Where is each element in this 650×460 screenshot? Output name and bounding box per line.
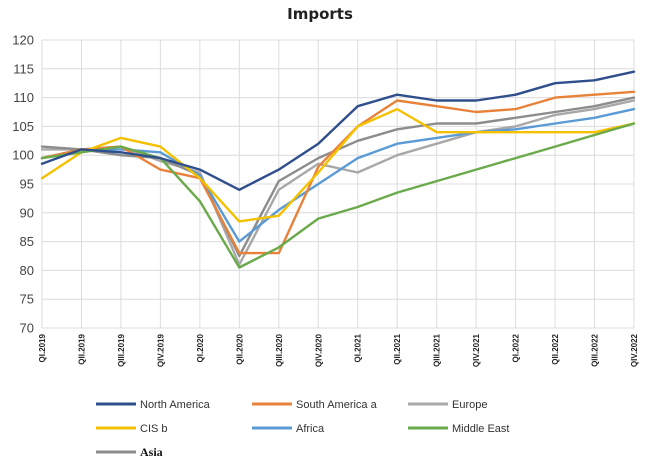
legend-label-north-america: North America <box>140 399 211 411</box>
x-tick-label: QII.2022 <box>551 333 560 364</box>
series-line-asia <box>40 96 636 258</box>
series-line-south-america-a <box>40 90 636 255</box>
x-tick-label: QI.2021 <box>354 333 363 362</box>
gridlines <box>41 39 635 329</box>
legend-label-europe: Europe <box>452 399 487 411</box>
legend-label-south-america-a: South America a <box>296 399 378 411</box>
x-tick-label: QIII.2019 <box>117 333 126 366</box>
x-axis: QI.2019 QII.2019 QIII.2019 QIV.2019 QI.2020 Q… <box>38 333 639 367</box>
legend-label-asia: Asia <box>140 445 163 459</box>
y-tick-label: 80 <box>20 263 34 278</box>
series-lines <box>40 70 636 269</box>
legend-label-africa: Africa <box>296 423 325 435</box>
y-tick-label: 100 <box>12 148 34 163</box>
y-tick-label: 75 <box>20 292 34 307</box>
x-tick-label: QIV.2022 <box>630 333 639 367</box>
y-tick-label: 110 <box>13 90 34 105</box>
y-tick-label: 90 <box>20 205 34 220</box>
series-line-africa <box>40 107 636 243</box>
series-line-cis-b <box>40 107 636 223</box>
legend: North America South America a Europe CIS b A… <box>96 399 509 459</box>
y-tick-label: 70 <box>20 321 34 336</box>
y-tick-label: 95 <box>20 177 34 192</box>
y-tick-label: 105 <box>12 119 34 134</box>
x-tick-label: QI.2019 <box>38 333 47 362</box>
x-tick-label: QIV.2021 <box>472 333 481 367</box>
x-tick-label: QIII.2022 <box>591 333 600 366</box>
x-tick-label: QI.2020 <box>196 333 205 362</box>
x-tick-label: QII.2020 <box>235 333 244 364</box>
x-tick-label: QIV.2020 <box>314 333 323 367</box>
x-tick-label: QII.2019 <box>77 333 86 364</box>
y-axis: 70 75 80 85 90 95 100 105 110 115 120 <box>12 33 34 336</box>
x-tick-label: QIII.2020 <box>275 333 284 366</box>
y-tick-label: 85 <box>20 234 34 249</box>
legend-label-cis-b: CIS b <box>140 423 168 435</box>
chart-title: Imports <box>287 5 353 23</box>
legend-label-middle-east: Middle East <box>452 423 509 435</box>
y-tick-label: 115 <box>13 61 34 76</box>
x-tick-label: QII.2021 <box>393 333 402 364</box>
x-tick-label: QI.2022 <box>512 333 521 362</box>
series-line-middle-east <box>40 122 636 269</box>
x-tick-label: QIII.2021 <box>433 333 442 366</box>
x-tick-label: QIV.2019 <box>156 333 165 367</box>
series-line-north-america <box>40 70 636 192</box>
series-line-europe <box>40 99 636 266</box>
y-tick-label: 120 <box>12 33 34 48</box>
